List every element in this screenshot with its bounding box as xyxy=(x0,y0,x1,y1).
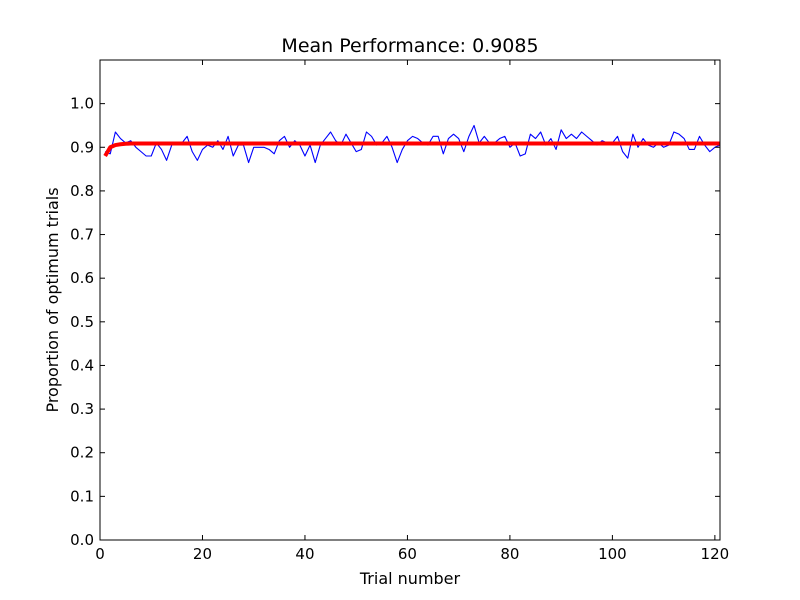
x-tick-label: 0 xyxy=(95,545,105,563)
y-tick-label: 0.7 xyxy=(70,226,94,244)
x-axis-title: Trial number xyxy=(359,569,461,588)
series-layer xyxy=(103,124,721,164)
tick-layer: 0 20 40 60 80 100 120 0.0 0.1 0.2 0.3 0.4 0.5 0.6 0.7 0… xyxy=(70,60,729,563)
y-tick-label: 0.3 xyxy=(70,400,94,418)
y-tick-label: 0.9 xyxy=(70,138,94,156)
x-tick-label: 100 xyxy=(598,545,627,563)
x-tick-label: 120 xyxy=(701,545,730,563)
y-tick-label: 0.0 xyxy=(70,531,94,549)
y-tick-label: 0.4 xyxy=(70,356,94,374)
chart-title: Mean Performance: 0.9085 xyxy=(281,35,538,57)
y-tick-label: 0.8 xyxy=(70,182,94,200)
x-tick-label: 80 xyxy=(500,545,519,563)
x-tick-label: 20 xyxy=(193,545,212,563)
x-tick-label: 40 xyxy=(295,545,314,563)
y-tick-label: 0.2 xyxy=(70,444,94,462)
y-tick-label: 0.6 xyxy=(70,269,94,287)
y-tick-label: 0.5 xyxy=(70,313,94,331)
series-line-1 xyxy=(103,141,720,158)
plot-frame xyxy=(99,59,721,541)
y-tick-label: 0.1 xyxy=(70,487,94,505)
x-tick-label: 60 xyxy=(398,545,417,563)
y-tick-label: 1.0 xyxy=(70,95,94,113)
y-axis-title: Proportion of optimum trials xyxy=(43,187,62,412)
